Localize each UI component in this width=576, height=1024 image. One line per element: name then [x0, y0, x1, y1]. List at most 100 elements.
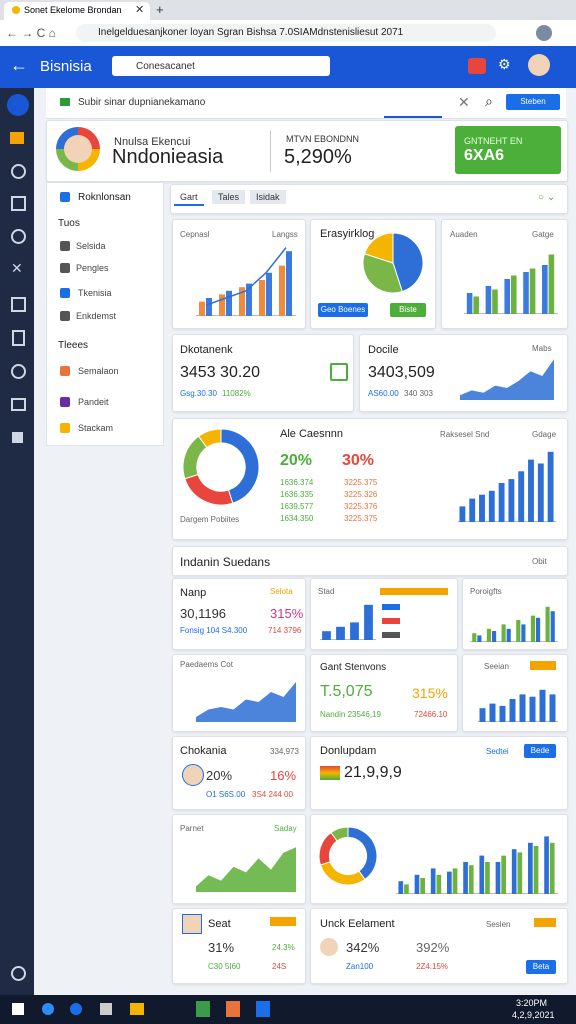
taskbar-app[interactable]	[100, 1003, 112, 1015]
sidebar-icon	[60, 192, 70, 202]
user-avatar[interactable]	[528, 54, 550, 76]
avatar	[320, 938, 338, 956]
tab[interactable]	[4, 2, 150, 20]
bar	[501, 855, 506, 894]
chart	[196, 247, 296, 316]
profile-photo	[64, 135, 92, 163]
new-tab[interactable]: +	[156, 2, 164, 17]
rail-icon[interactable]	[12, 432, 23, 443]
card-title: Seat	[208, 918, 231, 930]
card-sub: 340 303	[404, 389, 433, 398]
sidebar-icon	[60, 366, 70, 376]
legend-bar	[382, 618, 400, 624]
clear-button[interactable]: ✕	[458, 94, 470, 110]
card-title: Chokania	[180, 745, 227, 757]
bar	[477, 635, 482, 642]
bar	[536, 617, 541, 642]
bar	[336, 626, 345, 640]
rail-icon[interactable]	[11, 364, 26, 379]
bar	[518, 471, 525, 522]
rail-icon[interactable]	[11, 164, 26, 179]
toolbar-icon	[60, 98, 70, 106]
rail-icon[interactable]: ✕	[11, 260, 23, 276]
url-field[interactable]	[76, 24, 496, 42]
rail-icon[interactable]	[11, 297, 26, 312]
card-button[interactable]: Biste	[390, 303, 426, 317]
card-title: Cepnasl	[180, 230, 210, 239]
slice	[184, 473, 234, 506]
section-header	[172, 546, 568, 576]
card-value: 31%	[208, 940, 235, 955]
sidebar-item[interactable]: Tuos	[58, 218, 80, 229]
card-sub: Fonsig 104 S4.300	[180, 626, 248, 635]
sidebar-item[interactable]: Pandeit	[78, 397, 109, 407]
bar	[459, 506, 466, 522]
card-button[interactable]: Bede	[524, 744, 556, 758]
bar	[523, 272, 529, 314]
card-icon	[320, 766, 340, 780]
settings-icon[interactable]: ⚙	[498, 56, 511, 72]
taskbar-app[interactable]	[130, 1003, 144, 1015]
bar	[528, 842, 533, 894]
bar	[488, 490, 495, 522]
card-link[interactable]: Sedtei	[486, 747, 509, 756]
rail-icon[interactable]	[11, 229, 26, 244]
taskbar-app[interactable]	[42, 1003, 54, 1015]
nav-buttons[interactable]: ← → C ⌂	[6, 26, 56, 40]
profile-avatar[interactable]	[536, 25, 552, 41]
toolbar-input[interactable]: Subir sinar dupnianekamano	[78, 97, 206, 108]
back-button[interactable]: ←	[10, 55, 28, 75]
metric-label: MTVN EBONDNN	[286, 134, 360, 144]
search-button[interactable]: ⌕	[485, 93, 493, 109]
tabs-status[interactable]: ○ ⌄	[538, 192, 556, 203]
taskbar-app[interactable]	[196, 1001, 210, 1017]
tab-item[interactable]: Gart	[174, 190, 204, 206]
bar	[430, 868, 436, 894]
taskbar-app[interactable]	[70, 1003, 82, 1015]
sidebar-item[interactable]: Tleees	[58, 340, 89, 351]
card-value: 342%	[346, 940, 380, 955]
card-title: Erasyirklog	[320, 228, 375, 240]
taskbar-app[interactable]	[256, 1001, 270, 1017]
rail-icon[interactable]	[12, 330, 25, 346]
sidebar-item[interactable]: Selsida	[76, 241, 106, 251]
bar	[537, 463, 544, 522]
bar	[398, 881, 404, 894]
sidebar-item[interactable]: Tkenisia	[78, 288, 112, 298]
sidebar-item[interactable]: Stackam	[78, 423, 114, 433]
badge[interactable]	[455, 126, 561, 174]
sidebar-item[interactable]: Pengles	[76, 263, 109, 273]
rail-settings[interactable]	[11, 966, 26, 981]
slice	[363, 232, 394, 264]
legend-bar	[380, 588, 448, 595]
card-foot: Dargem Pobiites	[180, 515, 240, 524]
clock-time: 3:20PM	[516, 998, 548, 1008]
tab-item[interactable]: Tales	[212, 190, 246, 204]
rail-home[interactable]	[7, 94, 29, 116]
url: Inelgelduesanjkoner loyan Sgran Bishsa 7…	[98, 27, 404, 38]
notification-icon[interactable]	[468, 58, 486, 74]
toolbar-button[interactable]: Steben	[506, 94, 560, 110]
taskbar-app[interactable]	[226, 1001, 240, 1017]
search-box[interactable]	[112, 56, 330, 76]
bar	[479, 494, 485, 522]
rail-icon[interactable]	[11, 196, 26, 211]
rail-icon[interactable]	[10, 132, 24, 144]
sidebar-item[interactable]: Roknlonsan	[78, 192, 131, 203]
tab-close[interactable]: ✕	[135, 4, 145, 16]
rail-icon[interactable]	[11, 398, 26, 411]
bar	[516, 620, 521, 642]
card-button[interactable]: Beta	[526, 960, 556, 974]
start-button[interactable]	[12, 1003, 24, 1015]
sidebar-item[interactable]: Enkdemst	[76, 311, 117, 321]
tab-item[interactable]: Isidak	[250, 190, 286, 204]
chart-title: Raksesel Snd	[440, 430, 490, 439]
card-tag: Selota	[270, 587, 293, 596]
card-tag: 334,973	[270, 747, 299, 756]
card-title: Parnet	[180, 824, 204, 833]
bar	[350, 622, 359, 640]
section-tag[interactable]: Obit	[532, 557, 547, 566]
card-button[interactable]: Geo Boenes	[318, 303, 368, 317]
card-icon[interactable]	[330, 363, 348, 381]
sidebar-item[interactable]: Semalaon	[78, 366, 119, 376]
